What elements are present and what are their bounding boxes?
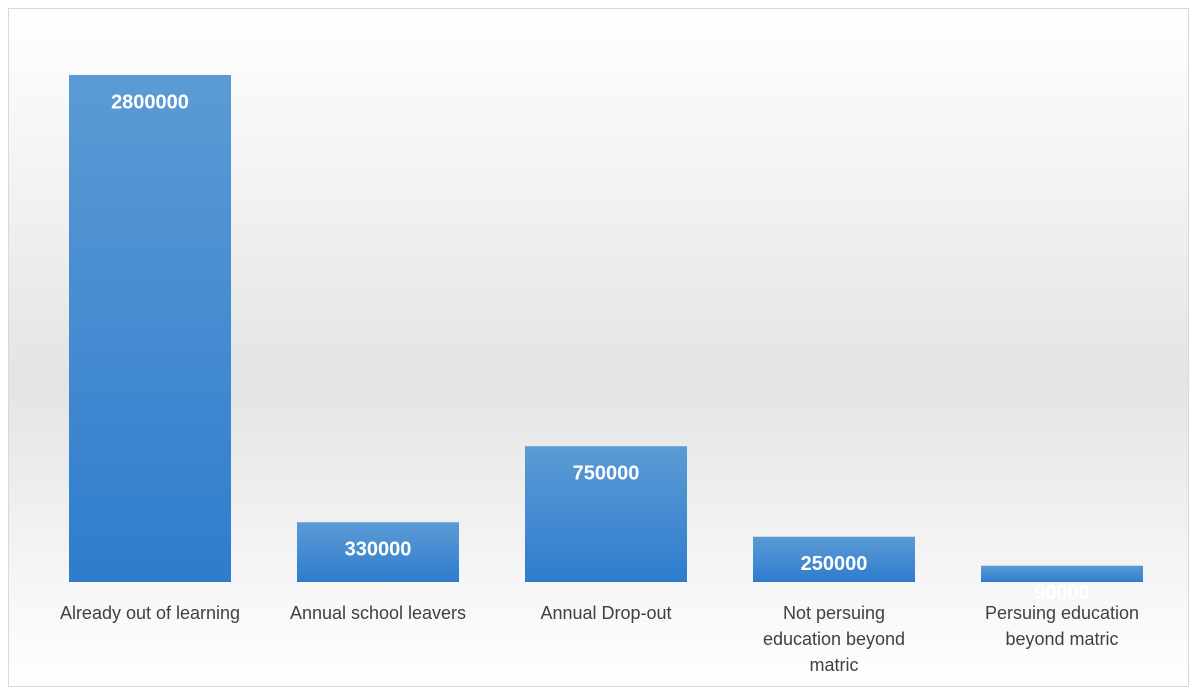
value-label: 90000 [1034,582,1090,604]
value-label: 250000 [801,553,868,575]
bar [297,522,459,582]
bar [981,565,1143,582]
category-label: Not persuing education beyond matric [762,603,906,675]
bar [753,536,915,582]
category-label: Annual school leavers [289,603,467,623]
value-label: 750000 [573,462,640,484]
value-label: 330000 [345,539,412,561]
category-label: Annual Drop-out [540,603,672,623]
category-label: Already out of learning [59,603,241,623]
category-label: Persuing education beyond matric [984,603,1140,649]
bar [525,446,687,582]
value-label: 2800000 [111,91,189,113]
bar [69,75,231,582]
